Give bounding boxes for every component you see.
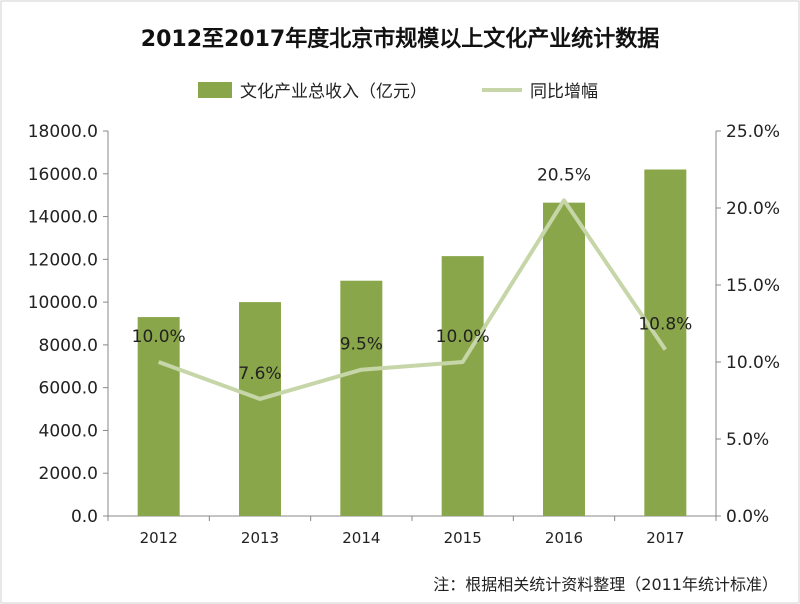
left-tick-label: 18000.0 bbox=[28, 122, 98, 142]
x-tick-label: 2015 bbox=[444, 529, 482, 547]
right-axis-ticks: 0.0% 5.0% 10.0% 15.0% 20.0% 25.0% bbox=[716, 122, 780, 527]
right-tick-label: 20.0% bbox=[726, 199, 780, 219]
left-tick-label: 2000.0 bbox=[39, 464, 98, 484]
x-tick-label: 2013 bbox=[241, 529, 279, 547]
bar-series bbox=[137, 169, 687, 516]
legend-bar-swatch bbox=[198, 82, 232, 98]
right-tick-label: 5.0% bbox=[726, 430, 769, 450]
x-tick-label: 2016 bbox=[545, 529, 583, 547]
left-tick-label: 16000.0 bbox=[28, 165, 98, 185]
right-tick-label: 15.0% bbox=[726, 276, 780, 296]
x-tick-label: 2017 bbox=[646, 529, 684, 547]
left-tick-label: 4000.0 bbox=[39, 421, 98, 441]
right-tick-label: 0.0% bbox=[726, 507, 769, 527]
bar-2013 bbox=[239, 302, 281, 516]
line-series bbox=[157, 198, 667, 401]
growth-label-2014: 9.5% bbox=[340, 335, 383, 355]
chart-title: 2012至2017年度北京市规模以上文化产业统计数据 bbox=[141, 26, 659, 52]
left-axis-ticks: 0.0 2000.0 4000.0 6000.0 8000.0 10000.0 12000.… bbox=[28, 122, 108, 527]
x-tick-label: 2012 bbox=[140, 529, 178, 547]
legend-bar-label: 文化产业总收入（亿元） bbox=[240, 82, 427, 102]
category-labels: 2012 2013 2014 2015 2016 2017 bbox=[107, 516, 717, 547]
bar-2012 bbox=[137, 317, 180, 516]
data-labels: 10.0% 7.6% 9.5% 10.0% 20.5% 10.8% bbox=[132, 165, 693, 384]
growth-label-2016: 20.5% bbox=[537, 165, 591, 185]
growth-line bbox=[157, 198, 667, 401]
bar-2014 bbox=[340, 280, 383, 516]
growth-label-2012: 10.0% bbox=[132, 327, 186, 347]
bar-2015 bbox=[441, 256, 484, 516]
bar-2017 bbox=[644, 169, 687, 516]
left-tick-label: 6000.0 bbox=[39, 379, 98, 399]
legend: 文化产业总收入（亿元） 同比增幅 bbox=[198, 82, 598, 102]
right-tick-label: 25.0% bbox=[726, 122, 780, 142]
growth-label-2013: 7.6% bbox=[238, 364, 281, 384]
left-tick-label: 14000.0 bbox=[28, 208, 98, 228]
legend-line-label: 同比增幅 bbox=[530, 82, 598, 102]
source-note: 注：根据相关统计资料整理（2011年统计标准） bbox=[433, 575, 778, 594]
bar-2016 bbox=[543, 202, 585, 516]
growth-label-2017: 10.8% bbox=[638, 315, 692, 335]
x-tick-label: 2014 bbox=[342, 529, 380, 547]
left-tick-label: 10000.0 bbox=[28, 293, 98, 313]
growth-label-2015: 10.0% bbox=[436, 327, 490, 347]
left-tick-label: 12000.0 bbox=[28, 250, 98, 270]
left-tick-label: 8000.0 bbox=[39, 336, 98, 356]
left-tick-label: 0.0 bbox=[71, 507, 98, 527]
right-tick-label: 10.0% bbox=[726, 353, 780, 373]
